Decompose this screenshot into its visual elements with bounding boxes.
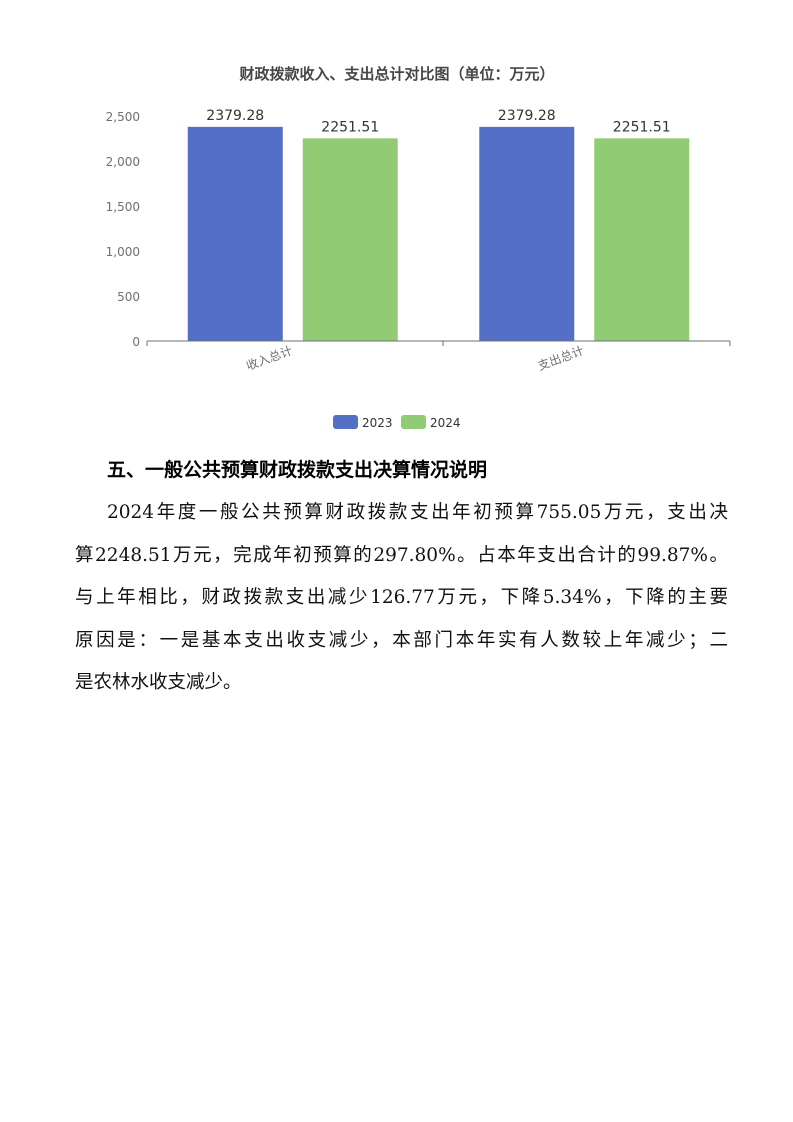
paragraph-line: 原因是：一是基本支出收支减少，本部门本年实有人数较上年减少；二 <box>75 629 728 651</box>
bar-data-label: 2379.28 <box>498 108 556 124</box>
paragraph-line: 与上年相比，财政拨款支出减少126.77万元，下降5.34%，下降的主要 <box>75 587 728 608</box>
bar-data-label: 2251.51 <box>321 119 379 135</box>
y-tick-label: 2,500 <box>106 110 140 124</box>
section-heading: 五、一般公共预算财政拨款支出决算情况说明 <box>107 459 488 481</box>
section-paragraph: 2024年度一般公共预算财政拨款支出年初预算755.05万元，支出决 算2248… <box>75 495 728 708</box>
x-tick-label: 收入总计 <box>244 343 294 373</box>
legend-label[interactable]: 2023 <box>362 416 393 430</box>
bar-2023 <box>479 126 575 341</box>
bar-data-label: 2379.28 <box>206 108 264 124</box>
legend-swatch-2024[interactable] <box>401 415 426 429</box>
bar-2024 <box>594 138 690 341</box>
legend-label[interactable]: 2024 <box>430 416 461 430</box>
x-tick-label: 支出总计 <box>536 343 586 373</box>
legend-swatch-2023[interactable] <box>333 415 358 429</box>
y-tick-label: 0 <box>132 335 140 349</box>
y-tick-label: 500 <box>117 290 140 304</box>
y-tick-label: 1,000 <box>106 245 140 259</box>
paragraph-line: 算2248.51万元，完成年初预算的297.80%。占本年支出合计的99.87%… <box>75 544 728 566</box>
bar-chart: 财政拨款收入、支出总计对比图（单位：万元） 0 500 1,000 1,500 2,00… <box>106 65 731 430</box>
paragraph-line: 是农林水收支减少。 <box>75 672 242 693</box>
y-tick-label: 1,500 <box>106 200 140 214</box>
paragraph-line: 2024年度一般公共预算财政拨款支出年初预算755.05万元，支出决 <box>107 502 728 523</box>
bar-data-label: 2251.51 <box>613 119 671 135</box>
bar-2023 <box>187 126 283 341</box>
y-tick-label: 2,000 <box>106 155 140 169</box>
bar-2024 <box>302 138 398 341</box>
chart-title: 财政拨款收入、支出总计对比图（单位：万元） <box>239 65 554 83</box>
